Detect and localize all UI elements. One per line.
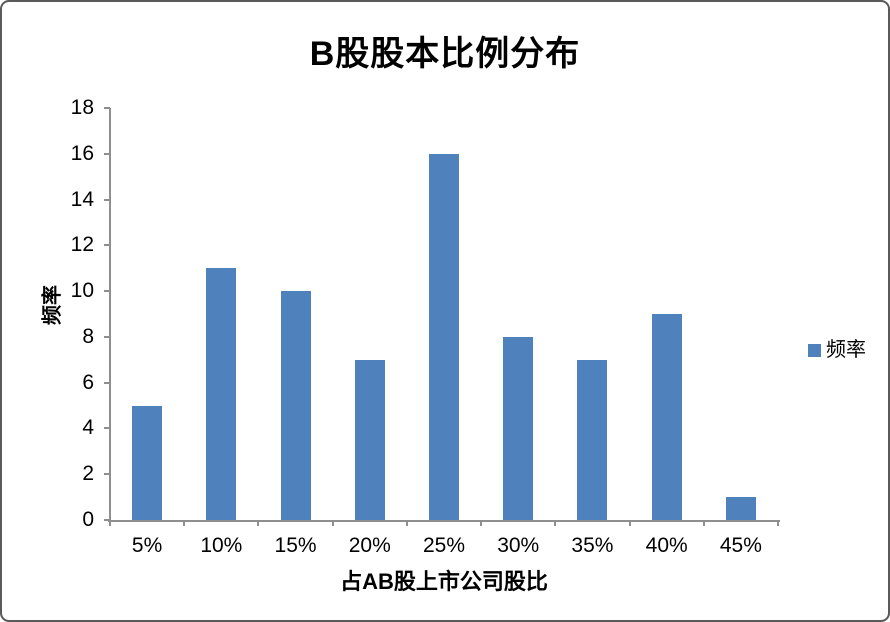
x-tick-label: 40% <box>645 534 688 557</box>
y-axis-tick <box>104 519 110 521</box>
bar <box>206 268 237 520</box>
y-axis-line <box>109 108 111 520</box>
y-tick-label: 2 <box>82 462 94 486</box>
y-axis-tick <box>104 198 110 201</box>
x-axis-tick <box>554 520 557 526</box>
x-axis-tick <box>702 520 705 526</box>
y-axis-tick <box>104 335 110 338</box>
y-axis-tick <box>104 473 110 476</box>
x-axis-tick <box>109 520 111 526</box>
x-tick-label: 5% <box>131 534 163 557</box>
legend-marker-icon <box>808 343 821 357</box>
x-axis-line <box>108 520 780 522</box>
y-axis-tick <box>104 107 110 109</box>
bar <box>577 359 608 520</box>
y-tick-label: 12 <box>70 233 94 257</box>
y-tick-label: 10 <box>70 279 94 303</box>
x-tick-label: 10% <box>200 534 243 557</box>
x-axis-title: 占AB股上市公司股比 <box>340 569 548 594</box>
y-axis-tick <box>104 290 110 293</box>
y-tick-label: 14 <box>70 187 94 211</box>
bar <box>132 405 163 520</box>
bar <box>725 497 756 520</box>
y-tick-label: 4 <box>82 416 94 440</box>
x-tick-label: 45% <box>719 534 762 557</box>
x-axis-tick <box>628 520 631 526</box>
x-axis-tick <box>405 520 408 526</box>
bar <box>280 291 311 520</box>
x-axis-tick <box>331 520 334 526</box>
x-axis-tick <box>777 520 779 526</box>
x-tick-label: 25% <box>422 534 465 557</box>
x-axis-tick <box>183 520 186 526</box>
bar <box>503 336 534 520</box>
x-axis-tick <box>257 520 260 526</box>
y-axis-tick <box>104 381 110 384</box>
y-tick-label: 8 <box>82 324 94 348</box>
chart-title: B股股本比例分布 <box>309 35 581 73</box>
bar <box>429 153 459 520</box>
y-tick-label: 0 <box>82 508 94 531</box>
y-tick-label: 16 <box>70 141 94 165</box>
y-axis-tick <box>104 244 110 247</box>
legend: 频率 <box>808 339 866 361</box>
y-tick-label: 18 <box>70 96 94 119</box>
x-tick-label: 30% <box>497 534 540 557</box>
y-tick-label: 6 <box>82 370 94 394</box>
y-axis-tick <box>104 152 110 155</box>
y-axis-tick <box>104 427 110 430</box>
x-tick-label: 20% <box>348 534 391 557</box>
x-axis-tick <box>480 520 483 526</box>
bar <box>354 359 385 520</box>
x-tick-label: 35% <box>571 534 614 557</box>
bar <box>651 314 682 520</box>
x-tick-label: 15% <box>274 534 317 557</box>
legend-label: 频率 <box>826 339 866 361</box>
